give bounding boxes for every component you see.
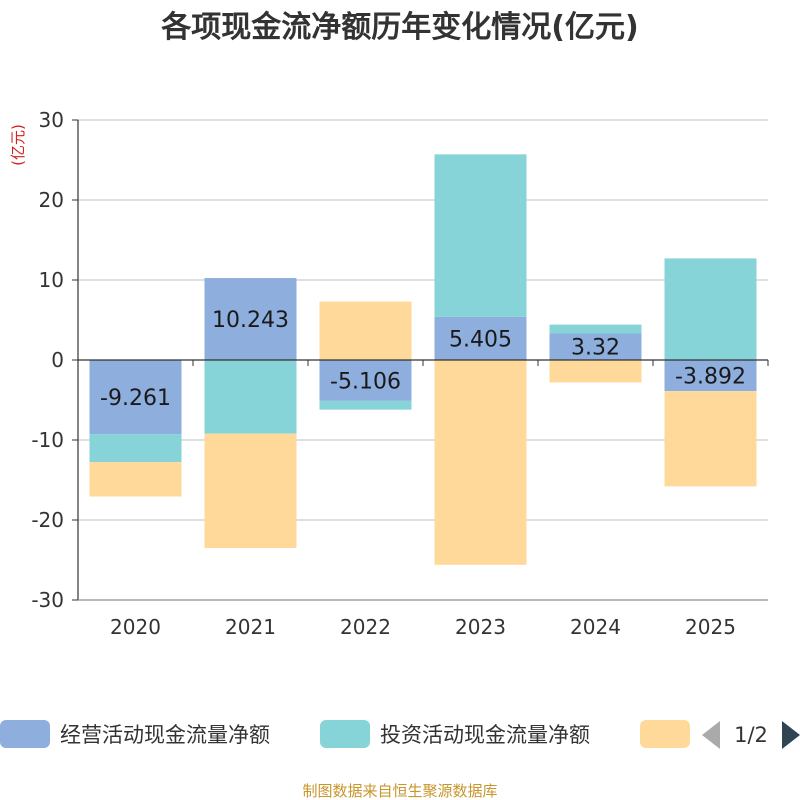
bar-series-3-2024[interactable] — [549, 360, 642, 383]
axes: 30 20 10 0 -10 -20 -30 2020 2021 2022 2023 2024 2025 — [31, 108, 769, 639]
data-label: 5.405 — [449, 327, 512, 352]
y-tick-label: 30 — [39, 108, 64, 132]
data-label: 10.243 — [212, 308, 289, 333]
legend: 经营活动现金流量净额 投资活动现金流量净额 1/2 — [0, 720, 800, 749]
bar-series-1-2020[interactable] — [89, 360, 182, 435]
y-axis-unit-label: (亿元) — [9, 124, 27, 166]
y-tick-label: -20 — [31, 508, 64, 532]
x-tick-label: 2025 — [685, 615, 736, 639]
data-label: -3.892 — [675, 365, 746, 390]
data-label: 3.32 — [571, 336, 620, 361]
legend-swatch-3[interactable] — [640, 720, 690, 748]
x-tick-label: 2021 — [225, 615, 276, 639]
bar-series-1-2024[interactable] — [549, 333, 642, 360]
x-tick-label: 2022 — [340, 615, 391, 639]
data-label: -9.261 — [100, 386, 171, 411]
legend-swatch-1[interactable] — [0, 720, 50, 748]
legend-prev-page-icon[interactable] — [702, 721, 720, 749]
bar-series-2-2023[interactable] — [434, 154, 527, 317]
bar-series-2-2020[interactable] — [89, 434, 182, 463]
source-note: 制图数据来自恒生聚源数据库 — [302, 782, 497, 800]
bars — [89, 154, 757, 565]
x-tick-label: 2023 — [455, 615, 506, 639]
y-tick-label: -30 — [31, 588, 64, 612]
bar-series-2-2021[interactable] — [204, 360, 297, 434]
bar-series-1-2021[interactable] — [204, 278, 297, 360]
x-tick-label: 2020 — [110, 615, 161, 639]
y-tick-label: 10 — [39, 268, 64, 292]
y-tick-label: 20 — [39, 188, 64, 212]
bar-series-1-2023[interactable] — [434, 316, 527, 360]
legend-page-indicator: 1/2 — [734, 723, 768, 747]
legend-next-page-icon[interactable] — [782, 721, 800, 749]
y-tick-label: 0 — [51, 348, 64, 372]
y-tick-label: -10 — [31, 428, 64, 452]
legend-swatch-2[interactable] — [320, 720, 370, 748]
bar-series-3-2021[interactable] — [204, 433, 297, 548]
data-label: -5.106 — [330, 369, 401, 394]
bar-series-3-2020[interactable] — [89, 462, 182, 497]
bar-series-3-2022[interactable] — [319, 301, 412, 360]
bar-series-1-2022[interactable] — [319, 360, 412, 401]
legend-label-1[interactable]: 经营活动现金流量净额 — [60, 723, 270, 747]
bar-series-1-2025[interactable] — [664, 360, 757, 392]
bar-series-2-2022[interactable] — [319, 400, 412, 410]
x-tick-label: 2024 — [570, 615, 621, 639]
data-labels: -9.261 10.243 -5.106 5.405 3.32 -3.892 — [100, 308, 746, 411]
legend-label-2[interactable]: 投资活动现金流量净额 — [380, 723, 590, 747]
chart-title: 各项现金流净额历年变化情况(亿元) — [160, 10, 638, 45]
bar-series-2-2024[interactable] — [549, 324, 642, 334]
bar-series-3-2023[interactable] — [434, 360, 527, 565]
bar-series-2-2025[interactable] — [664, 258, 757, 360]
bar-series-3-2025[interactable] — [664, 391, 757, 487]
